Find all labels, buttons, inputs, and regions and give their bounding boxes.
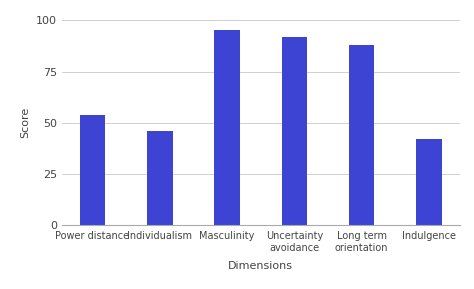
Bar xyxy=(416,139,442,225)
Y-axis label: Score: Score xyxy=(20,107,30,138)
X-axis label: Dimensions: Dimensions xyxy=(228,261,293,271)
Bar xyxy=(282,37,307,225)
Bar xyxy=(80,115,105,225)
Bar xyxy=(349,45,374,225)
Bar xyxy=(214,30,240,225)
Bar xyxy=(147,131,173,225)
